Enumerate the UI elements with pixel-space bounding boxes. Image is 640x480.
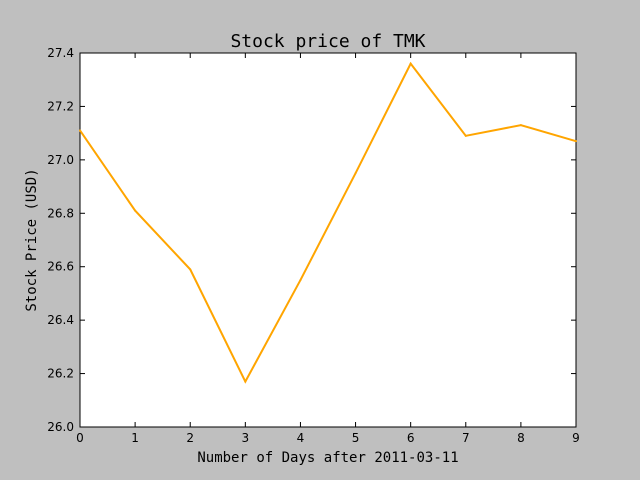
y-tick-label: 26.4 — [47, 313, 74, 327]
data-point — [464, 134, 467, 137]
data-point — [134, 209, 137, 212]
x-tick-label: 4 — [297, 431, 305, 445]
x-tick-label: 7 — [462, 431, 470, 445]
series-layer — [79, 61, 577, 384]
data-point — [409, 62, 412, 65]
x-tick-label: 5 — [352, 431, 360, 445]
x-axis-label: Number of Days after 2011-03-11 — [197, 450, 458, 466]
y-tick-label: 26.0 — [47, 420, 74, 434]
y-axis-label: Stock Price (USD) — [24, 168, 40, 311]
ticks-layer: 0 1 2 3 4 5 6 7 8 9 26.0 26.2 26.4 26.6 26.8 27.0 27.2 27… — [47, 46, 580, 445]
y-tick-label: 26.6 — [47, 260, 74, 274]
plot-area — [79, 52, 577, 428]
x-tick-label: 6 — [407, 431, 415, 445]
y-tick-label: 27.4 — [47, 46, 74, 60]
data-point — [299, 279, 302, 282]
y-tick-label: 27.2 — [47, 99, 74, 113]
series-line — [79, 61, 577, 384]
data-point — [575, 140, 577, 143]
x-tick-label: 2 — [186, 431, 194, 445]
data-point — [79, 129, 81, 132]
x-tick-label: 0 — [76, 431, 84, 445]
x-tick-label: 1 — [131, 431, 139, 445]
chart-title: Stock price of TMK — [230, 31, 425, 52]
x-tick-label: 9 — [572, 431, 580, 445]
x-tick-label: 3 — [242, 431, 250, 445]
y-tick-label: 27.0 — [47, 153, 74, 167]
x-tick-label: 8 — [517, 431, 525, 445]
y-tick-label: 26.8 — [47, 206, 74, 220]
data-point — [189, 268, 192, 271]
data-point — [244, 380, 247, 383]
y-tick-label: 26.2 — [47, 367, 74, 381]
data-point — [519, 124, 522, 127]
data-point — [354, 172, 357, 175]
